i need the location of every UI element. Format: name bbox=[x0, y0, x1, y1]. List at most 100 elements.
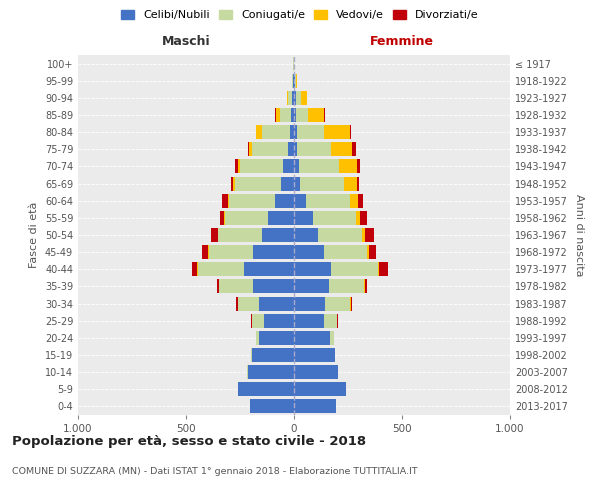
Bar bbox=[356, 160, 360, 173]
Bar bbox=[318, 228, 362, 242]
Bar bbox=[294, 74, 295, 88]
Bar bbox=[296, 91, 301, 105]
Bar bbox=[198, 262, 244, 276]
Bar bbox=[238, 296, 259, 310]
Bar bbox=[344, 176, 356, 190]
Bar bbox=[324, 245, 367, 259]
Bar bbox=[259, 296, 294, 310]
Bar bbox=[192, 262, 197, 276]
Bar bbox=[268, 211, 294, 225]
Bar bbox=[294, 125, 296, 139]
Bar bbox=[292, 91, 294, 105]
Bar bbox=[296, 125, 323, 139]
Bar bbox=[238, 382, 294, 396]
Bar bbox=[297, 142, 331, 156]
Bar bbox=[290, 125, 294, 139]
Bar bbox=[301, 91, 307, 105]
Bar bbox=[294, 142, 297, 156]
Bar bbox=[287, 91, 289, 105]
Bar bbox=[294, 160, 299, 173]
Bar bbox=[256, 125, 262, 139]
Text: COMUNE DI SUZZARA (MN) - Dati ISTAT 1° gennaio 2018 - Elaborazione TUTTITALIA.IT: COMUNE DI SUZZARA (MN) - Dati ISTAT 1° g… bbox=[12, 468, 418, 476]
Bar bbox=[329, 280, 364, 293]
Bar bbox=[350, 296, 352, 310]
Bar bbox=[324, 108, 325, 122]
Bar bbox=[294, 348, 335, 362]
Bar bbox=[294, 176, 301, 190]
Bar bbox=[358, 194, 363, 207]
Bar bbox=[218, 228, 262, 242]
Legend: Celibi/Nubili, Coniugati/e, Vedovi/e, Divorziati/e: Celibi/Nubili, Coniugati/e, Vedovi/e, Di… bbox=[117, 6, 483, 25]
Bar bbox=[231, 176, 233, 190]
Bar bbox=[369, 245, 376, 259]
Bar bbox=[378, 262, 379, 276]
Bar bbox=[294, 296, 325, 310]
Bar bbox=[287, 142, 294, 156]
Bar bbox=[294, 262, 331, 276]
Bar bbox=[253, 245, 294, 259]
Bar bbox=[294, 365, 338, 379]
Y-axis label: Fasce di età: Fasce di età bbox=[29, 202, 39, 268]
Text: Popolazione per età, sesso e stato civile - 2018: Popolazione per età, sesso e stato civil… bbox=[12, 435, 366, 448]
Bar bbox=[281, 176, 294, 190]
Bar bbox=[340, 160, 356, 173]
Y-axis label: Anni di nascita: Anni di nascita bbox=[574, 194, 584, 276]
Bar bbox=[294, 194, 306, 207]
Bar bbox=[294, 91, 296, 105]
Bar bbox=[256, 331, 259, 345]
Bar bbox=[228, 194, 229, 207]
Bar bbox=[293, 74, 294, 88]
Bar bbox=[244, 262, 294, 276]
Bar bbox=[235, 160, 238, 173]
Bar bbox=[292, 74, 293, 88]
Bar bbox=[329, 331, 334, 345]
Bar bbox=[217, 280, 219, 293]
Bar bbox=[262, 228, 294, 242]
Bar bbox=[264, 314, 294, 328]
Bar bbox=[294, 245, 324, 259]
Bar bbox=[324, 314, 337, 328]
Bar bbox=[294, 211, 313, 225]
Bar bbox=[294, 108, 296, 122]
Bar bbox=[323, 125, 350, 139]
Bar bbox=[252, 142, 287, 156]
Bar bbox=[225, 211, 268, 225]
Bar bbox=[364, 280, 365, 293]
Bar bbox=[236, 296, 238, 310]
Bar bbox=[294, 228, 318, 242]
Bar bbox=[209, 245, 253, 259]
Bar bbox=[275, 194, 294, 207]
Text: Maschi: Maschi bbox=[161, 35, 211, 48]
Bar bbox=[202, 245, 208, 259]
Bar bbox=[294, 382, 346, 396]
Bar bbox=[224, 211, 225, 225]
Bar bbox=[308, 108, 324, 122]
Bar bbox=[238, 160, 240, 173]
Bar bbox=[221, 194, 228, 207]
Bar bbox=[352, 142, 356, 156]
Bar bbox=[235, 176, 281, 190]
Text: Femmine: Femmine bbox=[370, 35, 434, 48]
Bar bbox=[295, 74, 296, 88]
Bar bbox=[294, 314, 324, 328]
Bar bbox=[325, 296, 350, 310]
Bar bbox=[262, 125, 290, 139]
Bar bbox=[365, 280, 367, 293]
Bar bbox=[365, 228, 374, 242]
Bar bbox=[280, 108, 292, 122]
Bar bbox=[360, 211, 367, 225]
Bar bbox=[292, 108, 294, 122]
Bar bbox=[259, 331, 294, 345]
Bar bbox=[289, 91, 292, 105]
Bar bbox=[350, 194, 358, 207]
Bar bbox=[306, 194, 350, 207]
Bar bbox=[250, 400, 294, 413]
Bar bbox=[294, 400, 336, 413]
Bar bbox=[331, 142, 352, 156]
Bar bbox=[301, 176, 344, 190]
Bar bbox=[313, 211, 356, 225]
Bar bbox=[379, 262, 388, 276]
Bar bbox=[229, 194, 275, 207]
Bar bbox=[220, 211, 224, 225]
Bar bbox=[296, 74, 297, 88]
